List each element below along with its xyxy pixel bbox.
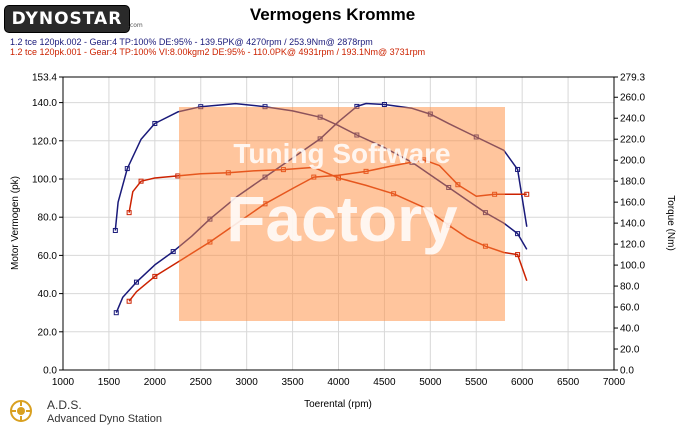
- dynostar-logo: DYNOSTAR: [4, 5, 130, 33]
- y2-tick-label: 120.0: [620, 240, 645, 251]
- data-point: [170, 249, 176, 255]
- tick-labels: 1000 1500 2000 2500 3000 3500 4000 4500 5000 5500…: [32, 73, 645, 389]
- data-point: [124, 166, 130, 172]
- y2-tick-label: 140.0: [620, 219, 645, 230]
- data-point: [113, 310, 119, 316]
- y-axis-label: Motor Vermogen (pk): [10, 176, 21, 270]
- x-tick-label: 1500: [98, 377, 121, 388]
- ads-logo-icon: [10, 400, 32, 422]
- data-point: [515, 252, 521, 258]
- y2-tick-label: 240.0: [620, 114, 645, 125]
- logo-subtext: .com: [128, 22, 143, 29]
- x-tick-label: 6000: [511, 377, 534, 388]
- y2-tick-label: 260.0: [620, 93, 645, 104]
- x-tick-label: 5500: [465, 377, 488, 388]
- y-tick-label: 80.0: [38, 213, 58, 224]
- y-tick-label: 20.0: [38, 327, 58, 338]
- y-tick-label: 100.0: [32, 174, 57, 185]
- y2-tick-label: 279.3: [620, 73, 645, 84]
- x-tick-label: 4000: [327, 377, 350, 388]
- watermark-line1: Tuning Software: [233, 138, 451, 169]
- y2-tick-label: 160.0: [620, 198, 645, 209]
- data-point: [138, 178, 144, 184]
- x-tick-label: 6500: [557, 377, 580, 388]
- logo-text: DYNOSTAR: [11, 9, 123, 29]
- x-tick-label: 4500: [373, 377, 396, 388]
- y2-tick-label: 180.0: [620, 177, 645, 188]
- legend-run-001: 1.2 tce 120pk.001 - Gear:4 TP:100% VI:8.…: [10, 47, 426, 57]
- y-tick-label: 0.0: [43, 366, 57, 377]
- watermark-box: [179, 107, 505, 321]
- x-tick-label: 2500: [190, 377, 213, 388]
- y-tick-label: 40.0: [38, 289, 58, 300]
- data-point: [524, 191, 530, 197]
- y2-tick-label: 0.0: [620, 366, 634, 377]
- data-point: [133, 279, 139, 285]
- x-tick-label: 1000: [52, 377, 75, 388]
- x-axis-label: Toerental (rpm): [304, 399, 372, 410]
- y2-tick-label: 60.0: [620, 303, 640, 314]
- data-point: [381, 102, 387, 108]
- data-point: [515, 166, 521, 172]
- data-point: [126, 210, 132, 216]
- y-tick-label: 153.4: [32, 73, 57, 84]
- legend-run-002: 1.2 tce 120pk.002 - Gear:4 TP:100% DE:95…: [10, 37, 373, 47]
- y2-tick-label: 220.0: [620, 135, 645, 146]
- y2-tick-label: 80.0: [620, 282, 640, 293]
- y-tick-label: 120.0: [32, 136, 57, 147]
- watermark-line2: Factory: [226, 183, 458, 255]
- data-point: [112, 227, 118, 233]
- axes: [59, 76, 618, 371]
- y-tick-label: 60.0: [38, 251, 58, 262]
- x-tick-label: 7000: [603, 377, 626, 388]
- y2-tick-label: 40.0: [620, 324, 640, 335]
- plot-frame: [62, 76, 615, 371]
- chart-title: Vermogens Kromme: [249, 5, 416, 24]
- y-tick-label: 140.0: [32, 98, 57, 109]
- footer-subtitle: Advanced Dyno Station: [47, 413, 162, 425]
- y2-tick-label: 200.0: [620, 156, 645, 167]
- data-point: [152, 273, 158, 279]
- data-point: [152, 120, 158, 126]
- x-tick-label: 5000: [419, 377, 442, 388]
- x-tick-label: 3000: [236, 377, 259, 388]
- footer-brand: A.D.S.: [47, 398, 82, 412]
- y2-tick-label: 100.0: [620, 261, 645, 272]
- data-point: [126, 298, 132, 304]
- x-tick-label: 2000: [144, 377, 167, 388]
- data-point: [515, 231, 521, 237]
- x-tick-label: 3500: [281, 377, 304, 388]
- y2-tick-label: 20.0: [620, 345, 640, 356]
- y2-axis-label: Torque (Nm): [665, 195, 676, 251]
